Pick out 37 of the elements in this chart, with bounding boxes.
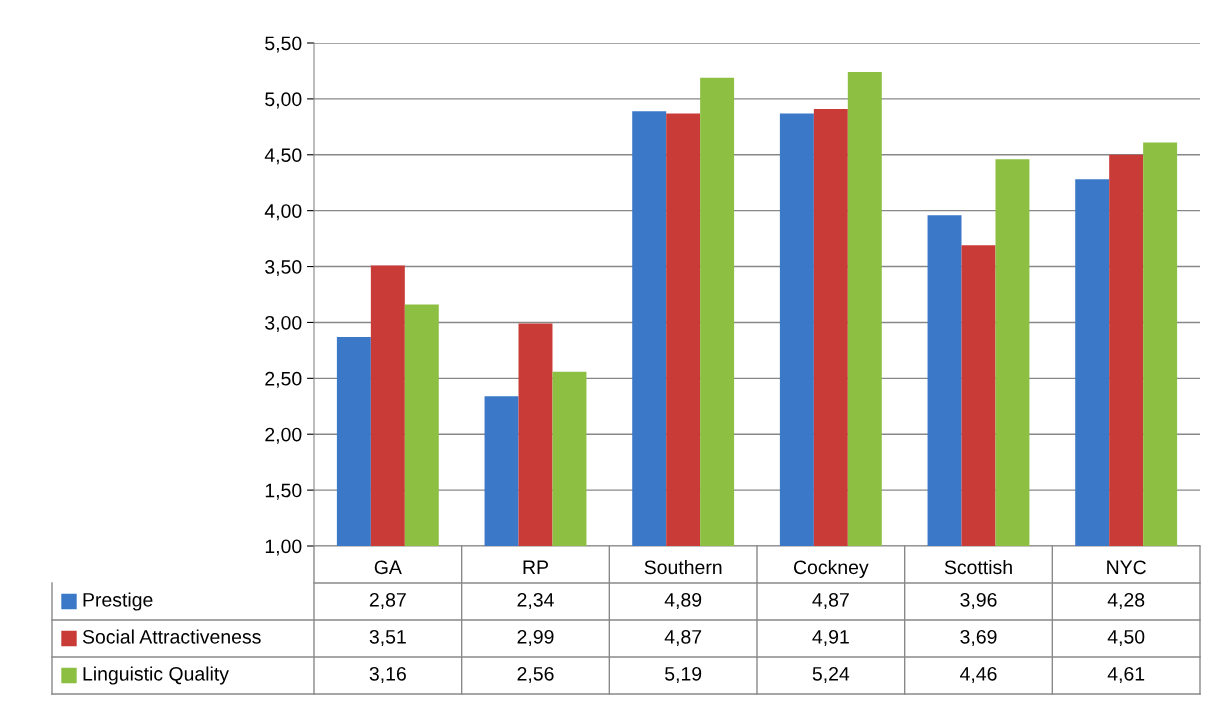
- legend-label: Prestige: [83, 592, 153, 611]
- y-tick-label: 3,50: [265, 260, 302, 277]
- data-label: 4,28: [1107, 592, 1145, 610]
- data-label: 5,19: [665, 666, 702, 684]
- x-tick-label: NYC: [1107, 560, 1146, 575]
- y-tick-label: 3,00: [265, 315, 302, 332]
- data-label: 2,56: [517, 666, 554, 684]
- data-label: 4,50: [1107, 629, 1145, 647]
- data-label: 4,61: [1107, 666, 1145, 684]
- x-tick-label: Cockney: [794, 559, 869, 579]
- data-label: 3,16: [369, 666, 406, 684]
- data-label: 4,87: [664, 629, 702, 647]
- data-label: 2,87: [369, 592, 406, 610]
- legend-label: Social Attractiveness: [82, 629, 261, 644]
- y-tick-label: 5,00: [265, 92, 302, 109]
- y-tick-label: 4,50: [264, 148, 302, 165]
- y-tick-label: 1,00: [265, 539, 302, 556]
- x-tick-label: GA: [374, 560, 402, 575]
- data-label: 3,96: [960, 592, 997, 610]
- data-label: 4,91: [812, 629, 849, 647]
- data-label: 3,69: [960, 629, 997, 647]
- data-label: 4,46: [960, 666, 997, 684]
- data-label: 2,34: [517, 592, 554, 610]
- data-label: 4,89: [664, 592, 702, 610]
- data-label: 2,99: [517, 629, 554, 647]
- x-tick-label: Southern: [644, 559, 722, 575]
- y-tick-label: 2,00: [265, 427, 302, 444]
- data-label: 4,87: [812, 592, 849, 610]
- data-label: 3,51: [369, 629, 406, 647]
- legend-label: Linguistic Quality: [83, 666, 229, 685]
- y-tick-label: 5,50: [265, 36, 302, 53]
- y-tick-label: 2,50: [265, 371, 302, 388]
- data-label: 5,24: [812, 666, 850, 684]
- y-tick-label: 1,50: [265, 483, 302, 500]
- y-tick-label: 4,00: [264, 204, 302, 221]
- x-tick-label: Scottish: [944, 559, 1012, 575]
- x-tick-label: RP: [523, 560, 548, 574]
